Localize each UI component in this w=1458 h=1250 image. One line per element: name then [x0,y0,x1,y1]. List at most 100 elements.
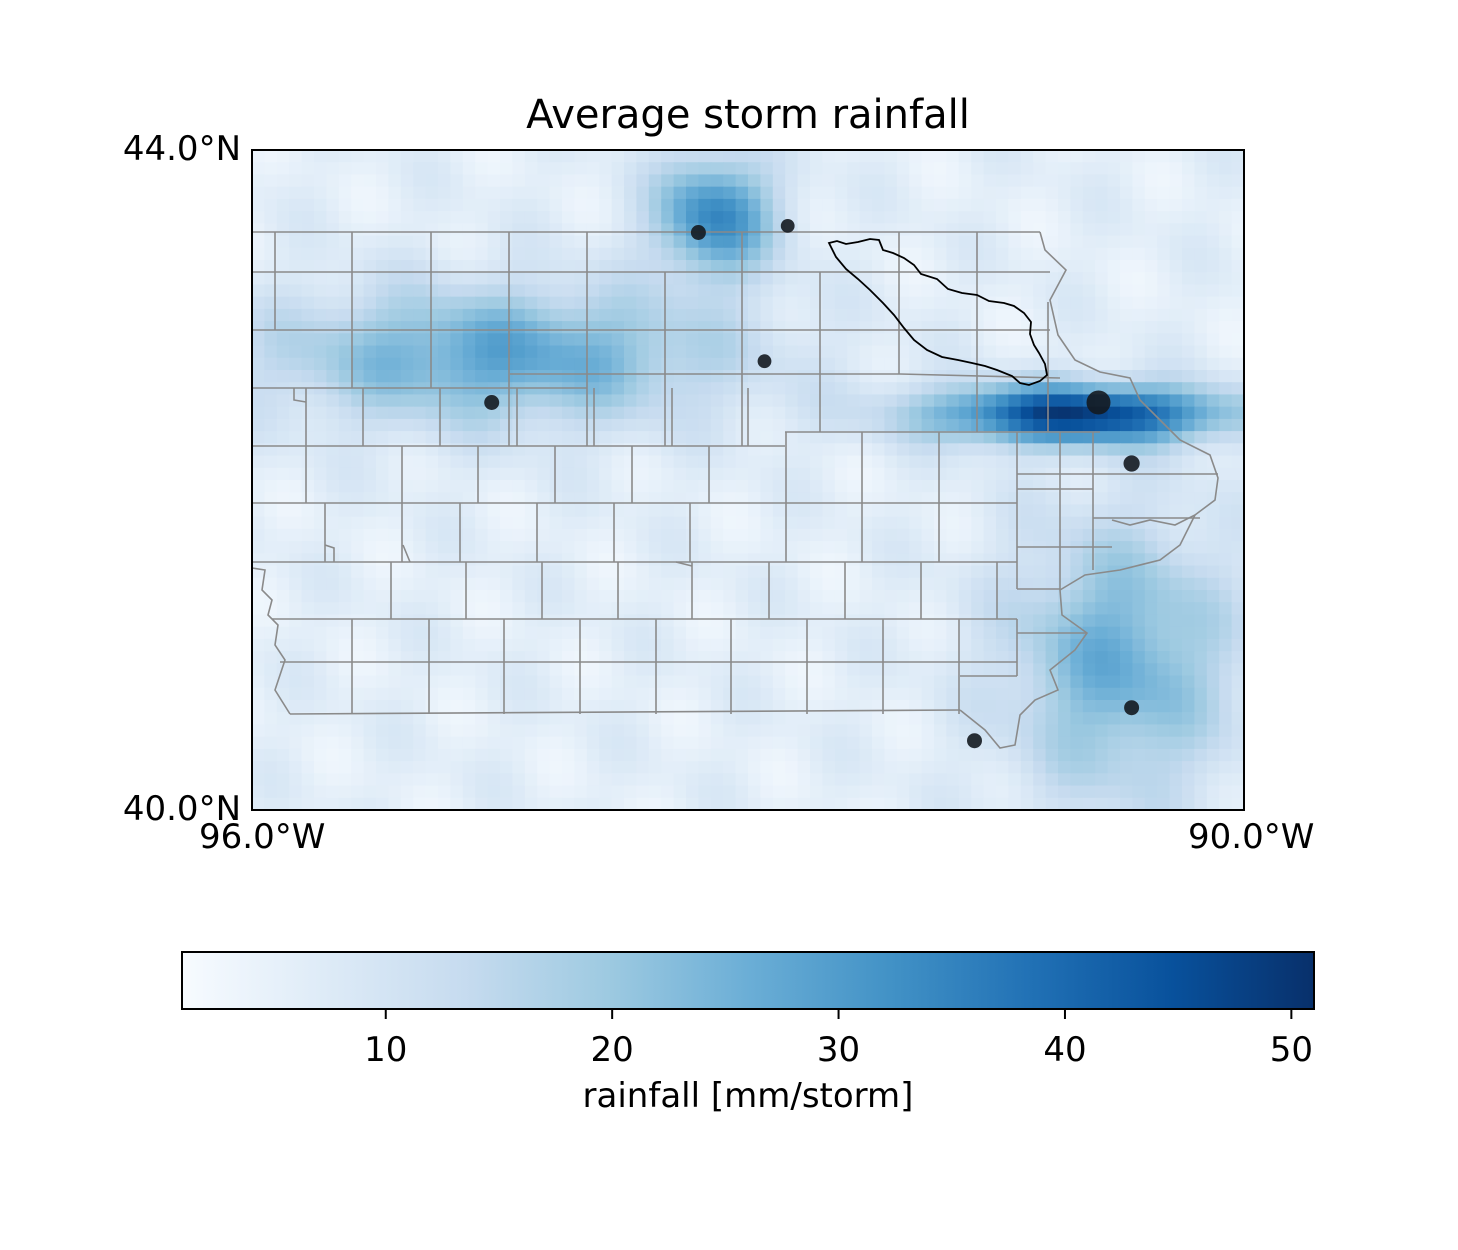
county-line [899,373,1061,379]
heatmap-cell [946,687,960,701]
heatmap-cell [1107,602,1121,616]
heatmap-cell [723,614,737,628]
heatmap-cell [673,712,687,726]
heatmap-cell [562,394,575,408]
heatmap-cell [388,162,402,176]
heatmap-cell [735,748,749,762]
heatmap-cell [710,541,724,554]
heatmap-cell [934,296,947,310]
heatmap-cell [1120,797,1133,810]
heatmap-cell [847,284,861,298]
heatmap-cell [1219,480,1233,493]
heatmap-cell [289,308,303,322]
heatmap-cell [686,174,699,188]
heatmap-cell [1182,382,1195,396]
heatmap-cell [512,626,526,640]
heatmap-cell [1219,651,1233,664]
heatmap-cell [673,700,687,713]
heatmap-cell [1045,235,1059,249]
heatmap-cell [1008,492,1022,506]
heatmap-cell [996,638,1009,652]
heatmap-cell [413,186,427,200]
heatmap-cell [1095,480,1109,493]
heatmap-cell [450,174,464,188]
heatmap-cell [450,528,464,542]
heatmap-cell [624,687,637,701]
heatmap-cell [996,357,1009,371]
heatmap-cell [1169,614,1183,628]
heatmap-cell [1020,357,1034,371]
heatmap-cell [996,394,1009,408]
heatmap-cell [958,418,972,432]
heatmap-cell [289,223,303,237]
heatmap-cell [1132,260,1146,273]
heatmap-cell [996,345,1009,359]
heatmap-cell [1033,785,1047,799]
heatmap-cell [834,174,848,188]
heatmap-cell [636,382,650,396]
heatmap-cell [748,150,761,163]
heatmap-cell [822,492,836,506]
heatmap-cell [450,492,464,506]
heatmap-cell [872,308,885,322]
heatmap-cell [450,736,464,750]
heatmap-cell [599,651,613,664]
heatmap-cell [524,528,538,542]
heatmap-cell [462,687,476,701]
heatmap-cell [1157,284,1171,298]
heatmap-cell [748,700,761,713]
heatmap-cell [1120,357,1133,371]
heatmap-cell [1058,675,1071,689]
heatmap-cell [326,284,340,298]
heatmap-cell [772,247,786,261]
heatmap-cell [599,614,613,628]
heatmap-cell [636,492,650,506]
heatmap-cell [574,406,588,420]
colorbar-tick-label: 40 [1043,1030,1087,1070]
heatmap-cell [400,528,414,542]
heatmap-cell [1231,406,1244,420]
heatmap-cell [326,357,340,371]
heatmap-cell [909,638,923,652]
heatmap-cell [710,700,724,713]
watershed-outline [827,238,1048,386]
heatmap-cell [698,785,712,799]
heatmap-cell [574,602,588,616]
heatmap-cell [301,736,315,750]
heatmap-cell [661,308,675,322]
heatmap-cell [921,724,935,738]
heatmap-cell [797,357,811,371]
heatmap-cell [1107,284,1121,298]
heatmap-cell [958,186,972,200]
heatmap-cell [338,516,352,530]
heatmap-cell [1020,614,1034,628]
heatmap-cell [797,528,811,542]
heatmap-cell [884,223,898,237]
heatmap-cell [1107,186,1121,200]
heatmap-cell [1132,480,1146,493]
heatmap-cell [1194,406,1208,420]
heatmap-cell [425,614,439,628]
heatmap-cell [710,357,724,371]
heatmap-cell [289,761,303,774]
heatmap-cell [996,761,1009,774]
heatmap-cell [822,651,836,664]
heatmap-cell [487,700,501,713]
heatmap-cell [673,382,687,396]
heatmap-cell [462,761,476,774]
heatmap-cell [735,516,749,530]
heatmap-cell [772,406,786,420]
heatmap-cell [723,260,737,273]
heatmap-cell [1169,260,1183,273]
heatmap-cell [326,308,340,322]
heatmap-cell [710,198,724,212]
heatmap-cell [562,235,575,249]
heatmap-cell [301,492,315,506]
heatmap-cell [574,565,588,579]
heatmap-cell [1219,198,1233,212]
heatmap-cell [996,186,1009,200]
heatmap-cell [723,394,737,408]
heatmap-cell [636,247,650,261]
heatmap-cell [1020,186,1034,200]
heatmap-cell [413,553,427,567]
